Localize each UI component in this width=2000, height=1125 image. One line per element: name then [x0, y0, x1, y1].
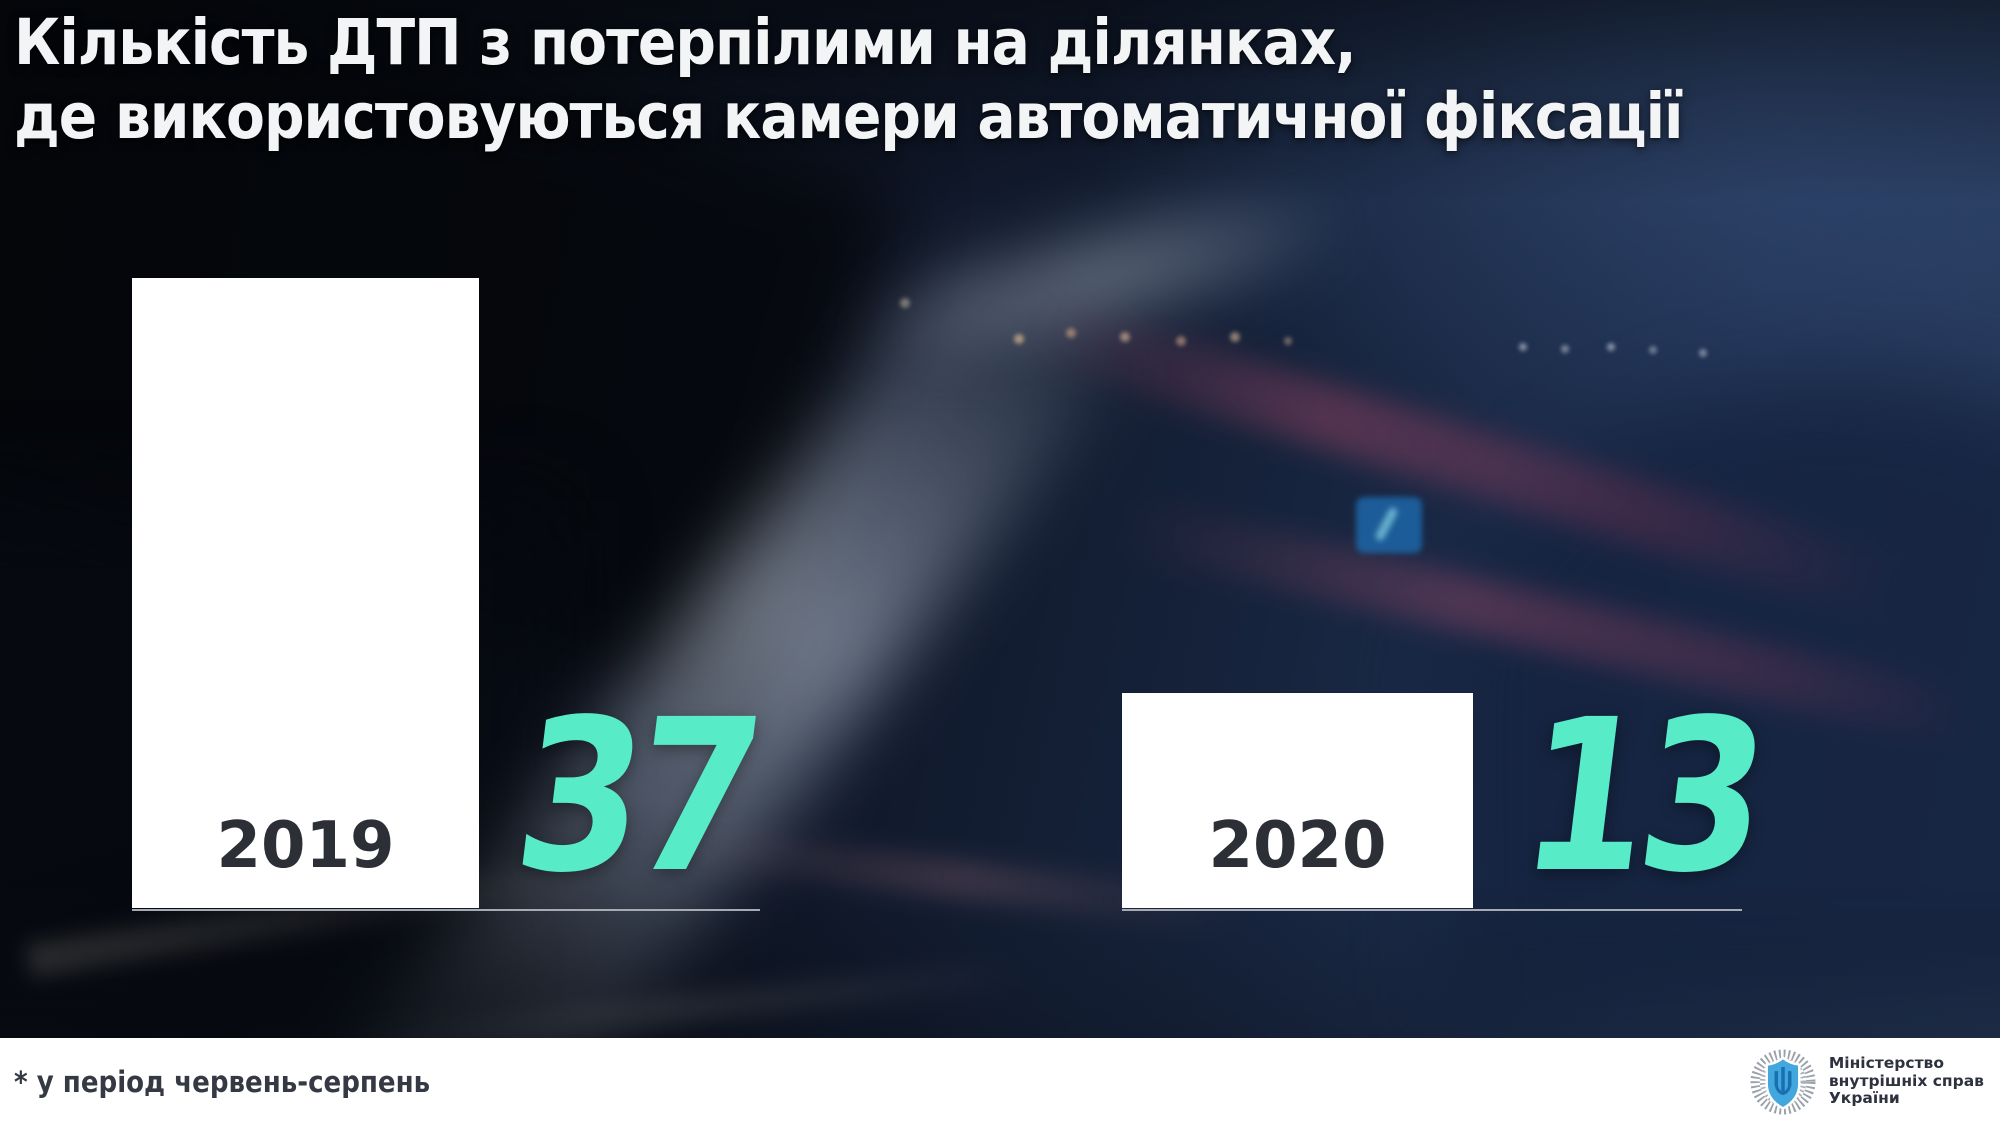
bar-2020-value-label: 13: [1509, 674, 1773, 919]
ministry-name: Міністерство внутрішніх справ України: [1829, 1055, 1984, 1108]
chart-title: Кількість ДТП з потерпілими на ділянках,…: [14, 6, 1683, 154]
baseline-2019: [132, 909, 760, 911]
ministry-name-line-1: Міністерство: [1828, 1054, 1945, 1073]
bar-2019: 2019: [132, 278, 479, 908]
footer-band: * у період червень-серпень Міністерство …: [0, 1038, 2000, 1125]
baseline-2020: [1122, 909, 1742, 911]
mvs-badge-icon: [1750, 1049, 1816, 1114]
bar-2019-category-label: 2019: [216, 809, 395, 883]
title-line-1: Кількість ДТП з потерпілими на ділянках,: [14, 6, 1357, 79]
footnote: * у період червень-серпень: [14, 1064, 431, 1099]
bar-2020: 2020: [1122, 693, 1473, 908]
title-line-2: де використовуються камери автоматичної …: [14, 80, 1683, 153]
bar-2019-value-label: 37: [503, 674, 767, 919]
ministry-logo: Міністерство внутрішніх справ України: [1750, 1049, 1984, 1115]
ministry-name-line-2: внутрішніх справ: [1828, 1071, 1984, 1090]
bar-2020-category-label: 2020: [1208, 809, 1387, 883]
ministry-name-line-3: України: [1828, 1089, 1900, 1108]
